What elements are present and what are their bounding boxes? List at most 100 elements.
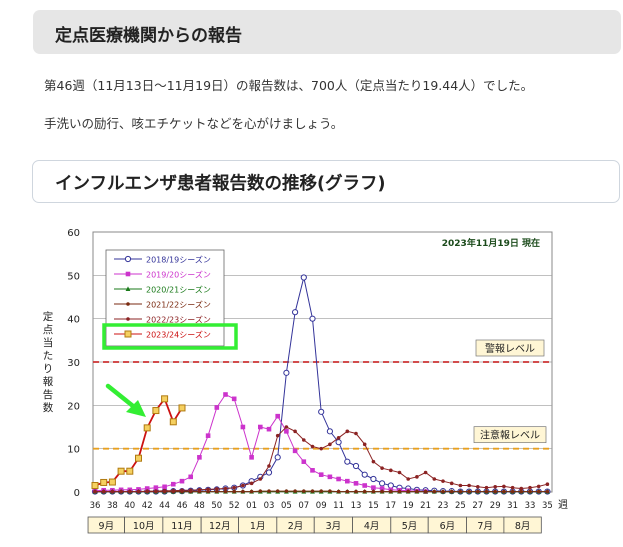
data-point <box>326 428 333 435</box>
x-tick-label: 09 <box>316 501 327 511</box>
data-point <box>152 407 160 415</box>
data-point <box>125 286 131 291</box>
data-point <box>128 489 132 494</box>
x-tick-label: 13 <box>351 501 362 511</box>
y-axis-label-char: た <box>43 350 54 362</box>
data-point <box>536 484 541 489</box>
data-point <box>125 271 131 277</box>
data-point <box>241 483 245 488</box>
y-tick-label: 50 <box>67 271 80 282</box>
data-point <box>545 482 550 487</box>
data-point <box>249 481 254 486</box>
x-tick-label: 40 <box>124 501 135 511</box>
data-point <box>124 255 132 263</box>
data-point <box>370 475 377 483</box>
x-tick-label: 25 <box>455 501 466 511</box>
data-point <box>302 438 306 442</box>
data-point <box>188 488 193 493</box>
data-point <box>336 476 341 482</box>
data-point <box>371 485 376 490</box>
data-point <box>415 475 419 479</box>
month-label: 9月 <box>99 521 115 532</box>
current-season-highlight <box>102 323 238 350</box>
month-label: 2月 <box>288 521 304 532</box>
data-point <box>275 413 280 419</box>
section-title-report: 定点医療機関からの報告 <box>55 26 242 46</box>
data-point <box>545 489 550 494</box>
section-header-graph: インフルエンザ患者報告数の推移(グラフ) <box>32 160 620 203</box>
data-point <box>441 489 445 494</box>
data-point <box>214 405 220 410</box>
data-point <box>449 481 454 486</box>
data-point <box>126 317 130 321</box>
data-point <box>371 489 376 494</box>
data-point <box>283 369 290 376</box>
threshold-label: 警報レベル <box>485 342 535 355</box>
data-point <box>91 482 99 489</box>
y-axis-label-char: 数 <box>43 401 54 414</box>
data-point <box>223 392 228 397</box>
data-point <box>379 486 385 491</box>
x-tick-label: 33 <box>525 501 536 511</box>
month-label: 7月 <box>477 521 493 532</box>
data-point <box>265 469 273 476</box>
data-point <box>484 485 489 490</box>
y-axis-label-char: 点 <box>43 324 54 336</box>
month-label: 1月 <box>250 521 266 532</box>
data-point <box>249 455 254 460</box>
data-point <box>258 489 263 493</box>
x-tick-label: 19 <box>403 501 414 511</box>
data-point <box>406 477 411 481</box>
data-point <box>223 489 228 494</box>
x-tick-label: 38 <box>107 501 118 511</box>
highlight-arrow-head <box>126 400 146 417</box>
data-point <box>162 484 167 490</box>
data-point <box>502 489 506 494</box>
threshold-label-box <box>473 426 547 444</box>
data-point <box>292 309 299 316</box>
data-point <box>153 485 159 490</box>
data-point <box>371 459 376 464</box>
data-point <box>510 489 515 494</box>
hygiene-advice-text: 手洗いの励行、咳エチケットなどを心がけましょう。 <box>44 116 344 131</box>
legend-entry: 2022/23シーズン <box>146 315 211 325</box>
data-point <box>335 439 342 446</box>
data-point <box>100 478 108 486</box>
month-box <box>503 516 542 534</box>
data-point <box>467 489 471 494</box>
x-axis-label: 週 <box>558 499 568 511</box>
data-point <box>476 485 480 489</box>
data-point <box>406 489 411 494</box>
data-point <box>389 489 393 494</box>
data-point <box>293 429 297 434</box>
data-point <box>267 464 271 468</box>
data-point <box>362 483 367 488</box>
data-point <box>144 486 150 491</box>
data-point <box>215 489 219 494</box>
data-point <box>467 483 471 488</box>
data-point <box>258 477 263 481</box>
data-point <box>449 489 454 494</box>
data-point <box>310 444 315 449</box>
data-point <box>493 485 498 489</box>
x-tick-label: 42 <box>142 501 153 511</box>
x-tick-label: 23 <box>438 501 449 511</box>
data-point <box>528 485 532 490</box>
data-point <box>188 474 193 480</box>
data-point <box>119 489 123 494</box>
data-point <box>126 302 130 306</box>
data-point <box>476 489 480 494</box>
data-point <box>231 396 237 402</box>
data-point <box>354 431 358 436</box>
data-point <box>389 468 393 473</box>
y-tick-label: 0 <box>74 488 80 499</box>
data-point <box>380 466 384 470</box>
month-label: 11月 <box>171 521 193 532</box>
y-axis-label-char: り <box>43 363 54 375</box>
x-tick-label: 29 <box>490 501 501 511</box>
data-point <box>108 478 116 486</box>
data-point <box>206 487 210 492</box>
series-4 <box>93 489 550 494</box>
data-point <box>154 489 158 493</box>
